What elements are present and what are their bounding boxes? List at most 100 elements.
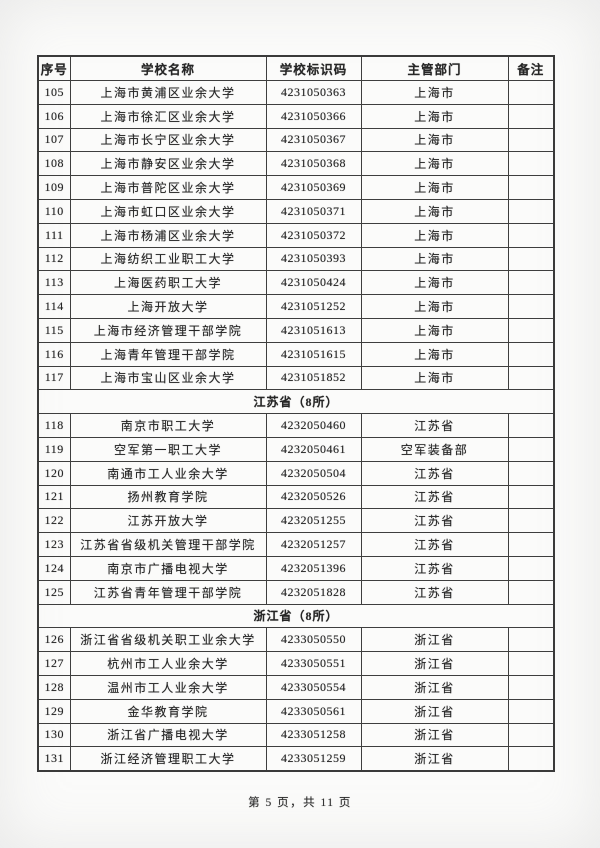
schools-table: 序号 学校名称 学校标识码 主管部门 备注 105 上海市黄浦区业余大学 42310… bbox=[37, 55, 555, 773]
table-row: 128 温州市工人业余大学 4233050554 浙江省 bbox=[37, 674, 555, 700]
cell-name: 上海市普陀区业余大学 bbox=[69, 175, 267, 200]
cell-name: 扬州教育学院 bbox=[69, 484, 267, 510]
cell-no: 123 bbox=[37, 532, 71, 557]
table-row: 107 上海市长宁区业余大学 4231050367 上海市 bbox=[37, 127, 555, 153]
cell-dept: 上海市 bbox=[360, 80, 509, 105]
table-row: 127 杭州市工人业余大学 4233050551 浙江省 bbox=[37, 651, 555, 676]
cell-note bbox=[507, 460, 555, 486]
cell-name: 上海市杨浦区业余大学 bbox=[69, 222, 267, 248]
table-row: 115 上海市经济管理干部学院 4231051613 上海市 bbox=[37, 317, 555, 343]
col-header-no: 序号 bbox=[37, 55, 71, 81]
cell-no: 107 bbox=[37, 127, 71, 153]
cell-code: 4231050363 bbox=[265, 80, 362, 105]
cell-no: 117 bbox=[37, 365, 71, 391]
cell-no: 121 bbox=[37, 484, 71, 510]
cell-note bbox=[507, 698, 555, 724]
cell-code: 4233050554 bbox=[265, 674, 362, 700]
cell-name: 浙江省广播电视大学 bbox=[69, 722, 267, 748]
cell-name: 江苏开放大学 bbox=[69, 508, 267, 534]
cell-note bbox=[507, 294, 555, 319]
table-row: 122 江苏开放大学 4232051255 江苏省 bbox=[37, 508, 555, 534]
cell-note bbox=[507, 127, 555, 153]
cell-dept: 上海市 bbox=[360, 222, 509, 248]
cell-name: 金华教育学院 bbox=[69, 698, 267, 724]
cell-note bbox=[507, 508, 555, 534]
page-footer: 第 5 页，共 11 页 bbox=[248, 797, 352, 809]
cell-code: 4232051396 bbox=[265, 555, 362, 581]
table-row: 119 空军第一职工大学 4232050461 空军装备部 bbox=[37, 436, 555, 462]
table-row: 106 上海市徐汇区业余大学 4231050366 上海市 bbox=[37, 103, 555, 129]
cell-name: 上海纺织工业职工大学 bbox=[69, 246, 267, 272]
cell-code: 4231051852 bbox=[265, 365, 362, 391]
cell-code: 4231050393 bbox=[265, 246, 362, 272]
cell-no: 128 bbox=[37, 674, 71, 700]
cell-name: 上海市黄浦区业余大学 bbox=[69, 80, 267, 105]
section-label: 江苏省（8所） bbox=[37, 389, 555, 415]
cell-dept: 上海市 bbox=[360, 317, 509, 343]
cell-note bbox=[507, 365, 555, 391]
section-header-row: 浙江省（8所） bbox=[37, 603, 555, 629]
cell-code: 4232051828 bbox=[265, 579, 362, 605]
cell-dept: 浙江省 bbox=[360, 651, 509, 676]
cell-note bbox=[507, 579, 555, 605]
cell-dept: 江苏省 bbox=[360, 484, 509, 510]
cell-code: 4231050366 bbox=[265, 103, 362, 129]
cell-note bbox=[507, 484, 555, 510]
cell-no: 112 bbox=[37, 246, 71, 272]
cell-note bbox=[507, 436, 555, 462]
cell-no: 122 bbox=[37, 508, 71, 534]
cell-dept: 上海市 bbox=[360, 341, 509, 367]
cell-name: 浙江经济管理职工大学 bbox=[69, 746, 267, 772]
cell-note bbox=[507, 627, 555, 653]
cell-name: 浙江省省级机关职工业余大学 bbox=[69, 627, 267, 653]
table-row: 111 上海市杨浦区业余大学 4231050372 上海市 bbox=[37, 222, 555, 248]
cell-code: 4231050367 bbox=[265, 127, 362, 153]
cell-code: 4233051258 bbox=[265, 722, 362, 748]
cell-no: 131 bbox=[37, 746, 71, 772]
cell-dept: 上海市 bbox=[360, 175, 509, 200]
cell-name: 南通市工人业余大学 bbox=[69, 460, 267, 486]
cell-name: 上海市虹口区业余大学 bbox=[69, 198, 267, 224]
table-row: 114 上海开放大学 4231051252 上海市 bbox=[37, 294, 555, 319]
cell-code: 4233050551 bbox=[265, 651, 362, 676]
cell-code: 4231051613 bbox=[265, 317, 362, 343]
cell-name: 南京市职工大学 bbox=[69, 413, 267, 438]
table-row: 109 上海市普陀区业余大学 4231050369 上海市 bbox=[37, 175, 555, 200]
cell-name: 上海市静安区业余大学 bbox=[69, 151, 267, 177]
cell-no: 129 bbox=[37, 698, 71, 724]
cell-no: 127 bbox=[37, 651, 71, 676]
cell-no: 126 bbox=[37, 627, 71, 653]
cell-code: 4231050371 bbox=[265, 198, 362, 224]
cell-no: 120 bbox=[37, 460, 71, 486]
cell-code: 4233051259 bbox=[265, 746, 362, 772]
cell-code: 4232051255 bbox=[265, 508, 362, 534]
cell-no: 115 bbox=[37, 317, 71, 343]
table-row: 117 上海市宝山区业余大学 4231051852 上海市 bbox=[37, 365, 555, 391]
col-header-code: 学校标识码 bbox=[265, 55, 362, 81]
cell-no: 110 bbox=[37, 198, 71, 224]
cell-note bbox=[507, 103, 555, 129]
table-row: 113 上海医药职工大学 4231050424 上海市 bbox=[37, 270, 555, 296]
cell-note bbox=[507, 674, 555, 700]
table-row: 105 上海市黄浦区业余大学 4231050363 上海市 bbox=[37, 80, 555, 105]
cell-dept: 江苏省 bbox=[360, 532, 509, 557]
cell-name: 上海市长宁区业余大学 bbox=[69, 127, 267, 153]
table-row: 118 南京市职工大学 4232050460 江苏省 bbox=[37, 413, 555, 438]
cell-dept: 浙江省 bbox=[360, 746, 509, 772]
cell-dept: 上海市 bbox=[360, 270, 509, 296]
cell-name: 上海开放大学 bbox=[69, 294, 267, 319]
cell-dept: 上海市 bbox=[360, 198, 509, 224]
cell-no: 106 bbox=[37, 103, 71, 129]
cell-dept: 上海市 bbox=[360, 127, 509, 153]
cell-no: 111 bbox=[37, 222, 71, 248]
section-header-row: 江苏省（8所） bbox=[37, 389, 555, 415]
cell-no: 125 bbox=[37, 579, 71, 605]
cell-name: 江苏省青年管理干部学院 bbox=[69, 579, 267, 605]
cell-note bbox=[507, 175, 555, 200]
cell-no: 118 bbox=[37, 413, 71, 438]
cell-name: 杭州市工人业余大学 bbox=[69, 651, 267, 676]
cell-code: 4232050504 bbox=[265, 460, 362, 486]
table-row: 121 扬州教育学院 4232050526 江苏省 bbox=[37, 484, 555, 510]
col-header-dept: 主管部门 bbox=[360, 55, 509, 81]
cell-note bbox=[507, 722, 555, 748]
